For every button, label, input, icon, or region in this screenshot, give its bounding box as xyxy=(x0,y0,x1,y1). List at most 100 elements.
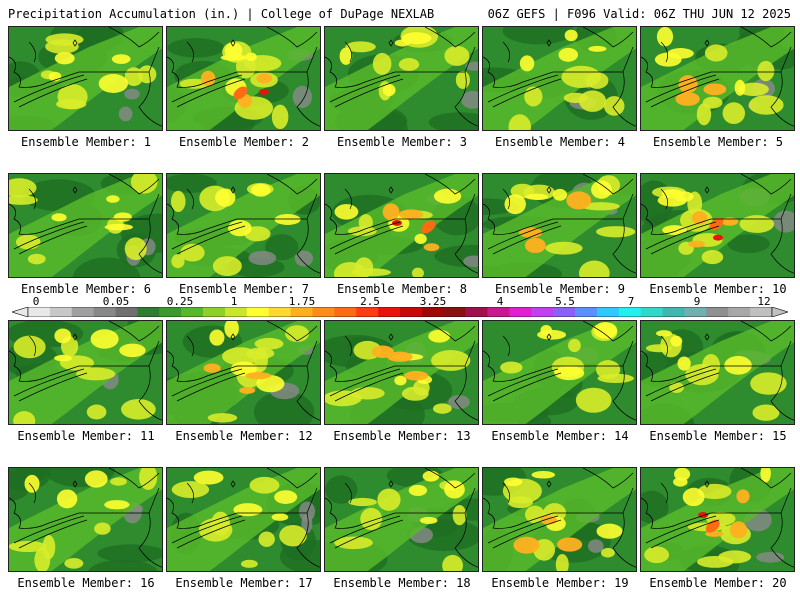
colorbar-tick-label: 0.05 xyxy=(102,295,130,308)
ensemble-member-label: Ensemble Member: 8 xyxy=(336,282,468,296)
colorbar-swatch xyxy=(312,307,335,317)
colorbar-tick-label: 9 xyxy=(693,295,701,308)
colorbar-tick-label: 1 xyxy=(230,295,238,308)
ensemble-member-label: Ensemble Member: 3 xyxy=(336,135,468,149)
precip-field-map xyxy=(167,27,320,130)
precip-field-map xyxy=(483,174,636,277)
colorbar-labels: 0 0.05 0.25 1 1.75 2.5 3.25 4 5.5 7 9 12 xyxy=(12,296,788,308)
precip-field-map xyxy=(325,174,478,277)
colorbar-tick-label: 1.75 xyxy=(288,295,316,308)
colorbar-swatch xyxy=(378,307,401,317)
ensemble-map-13 xyxy=(324,320,479,425)
colorbar-tick-label: 4 xyxy=(496,295,504,308)
colorbar-swatch xyxy=(640,307,663,317)
colorbar-swatch xyxy=(115,307,138,317)
precip-field-map xyxy=(167,468,320,571)
colorbar-swatch xyxy=(93,307,116,317)
colorbar-swatch xyxy=(49,307,73,317)
ensemble-member-label: Ensemble Member: 13 xyxy=(333,429,471,443)
ensemble-member-label: Ensemble Member: 7 xyxy=(178,282,310,296)
colorbar-swatch xyxy=(181,307,204,317)
colorbar-swatch xyxy=(575,307,598,317)
ensemble-map-6 xyxy=(8,173,163,278)
colorbar-swatch xyxy=(684,307,707,317)
ensemble-map-4 xyxy=(482,26,637,131)
ensemble-map-8 xyxy=(324,173,479,278)
colorbar-swatch xyxy=(443,307,466,317)
colorbar-swatch xyxy=(465,307,488,317)
ensemble-map-18 xyxy=(324,467,479,572)
colorbar-swatch xyxy=(662,307,685,317)
colorbar-swatch xyxy=(487,307,510,317)
ensemble-map-17 xyxy=(166,467,321,572)
ensemble-map-19 xyxy=(482,467,637,572)
ensemble-map-1 xyxy=(8,26,163,131)
ensemble-member-label: Ensemble Member: 5 xyxy=(652,135,784,149)
ensemble-member-label: Ensemble Member: 1 xyxy=(20,135,152,149)
colorbar-tick-label: 0 xyxy=(32,295,40,308)
colorbar-swatch xyxy=(137,307,160,317)
precip-field-map xyxy=(641,174,794,277)
ensemble-map-10 xyxy=(640,173,795,278)
ensemble-member-label: Ensemble Member: 15 xyxy=(649,429,787,443)
ensemble-member-label: Ensemble Member: 18 xyxy=(333,576,471,590)
ensemble-member-label: Ensemble Member: 9 xyxy=(494,282,626,296)
colorbar-swatch xyxy=(159,307,182,317)
ensemble-map-9 xyxy=(482,173,637,278)
ensemble-map-11 xyxy=(8,320,163,425)
ensemble-map-5 xyxy=(640,26,795,131)
colorbar-right-arrow xyxy=(771,307,788,317)
precip-field-map xyxy=(641,27,794,130)
ensemble-member-label: Ensemble Member: 17 xyxy=(175,576,313,590)
colorbar-swatch xyxy=(71,307,94,317)
ensemble-member-label: Ensemble Member: 10 xyxy=(649,282,787,296)
ensemble-map-3 xyxy=(324,26,479,131)
colorbar-swatch xyxy=(531,307,554,317)
precip-field-map xyxy=(483,321,636,424)
ensemble-member-label: Ensemble Member: 14 xyxy=(491,429,629,443)
ensemble-member-label: Ensemble Member: 11 xyxy=(17,429,155,443)
ensemble-map-16 xyxy=(8,467,163,572)
precip-field-map xyxy=(325,27,478,130)
colorbar-swatch xyxy=(596,307,620,317)
colorbar-swatch xyxy=(334,307,357,317)
precip-field-map xyxy=(325,468,478,571)
precip-field-map xyxy=(9,321,162,424)
ensemble-map-20 xyxy=(640,467,795,572)
precip-field-map xyxy=(325,321,478,424)
colorbar-tick-label: 12 xyxy=(757,295,771,308)
colorbar-swatch xyxy=(290,307,313,317)
colorbar-swatch xyxy=(421,307,445,317)
ensemble-member-label: Ensemble Member: 4 xyxy=(494,135,626,149)
colorbar-swatch xyxy=(28,307,51,317)
precip-field-map xyxy=(9,27,162,130)
ensemble-map-14 xyxy=(482,320,637,425)
ensemble-map-15 xyxy=(640,320,795,425)
colorbar-left-arrow xyxy=(12,307,29,317)
precip-field-map xyxy=(167,321,320,424)
colorbar-swatch xyxy=(246,307,270,317)
ensemble-member-label: Ensemble Member: 19 xyxy=(491,576,629,590)
colorbar-swatch xyxy=(356,307,379,317)
ensemble-member-label: Ensemble Member: 6 xyxy=(20,282,152,296)
colorbar-swatch xyxy=(750,307,773,317)
ensemble-map-12 xyxy=(166,320,321,425)
ensemble-map-2 xyxy=(166,26,321,131)
ensemble-map-7 xyxy=(166,173,321,278)
colorbar-swatch xyxy=(509,307,532,317)
precip-field-map xyxy=(641,468,794,571)
ensemble-member-label: Ensemble Member: 20 xyxy=(649,576,787,590)
colorbar-tick-label: 7 xyxy=(627,295,635,308)
colorbar-tick-label: 0.25 xyxy=(166,295,194,308)
ensemble-member-label: Ensemble Member: 12 xyxy=(175,429,313,443)
precip-field-map xyxy=(167,174,320,277)
colorbar-swatch xyxy=(553,307,576,317)
valid-time: 06Z GEFS | F096 Valid: 06Z THU JUN 12 20… xyxy=(487,7,791,21)
colorbar-swatch xyxy=(400,307,423,317)
colorbar-tick-label: 5.5 xyxy=(555,295,575,308)
colorbar-swatch xyxy=(618,307,642,317)
colorbar-swatch xyxy=(224,307,248,317)
precip-field-map xyxy=(9,468,162,571)
colorbar-swatch xyxy=(706,307,729,317)
colorbar-swatch xyxy=(203,307,226,317)
